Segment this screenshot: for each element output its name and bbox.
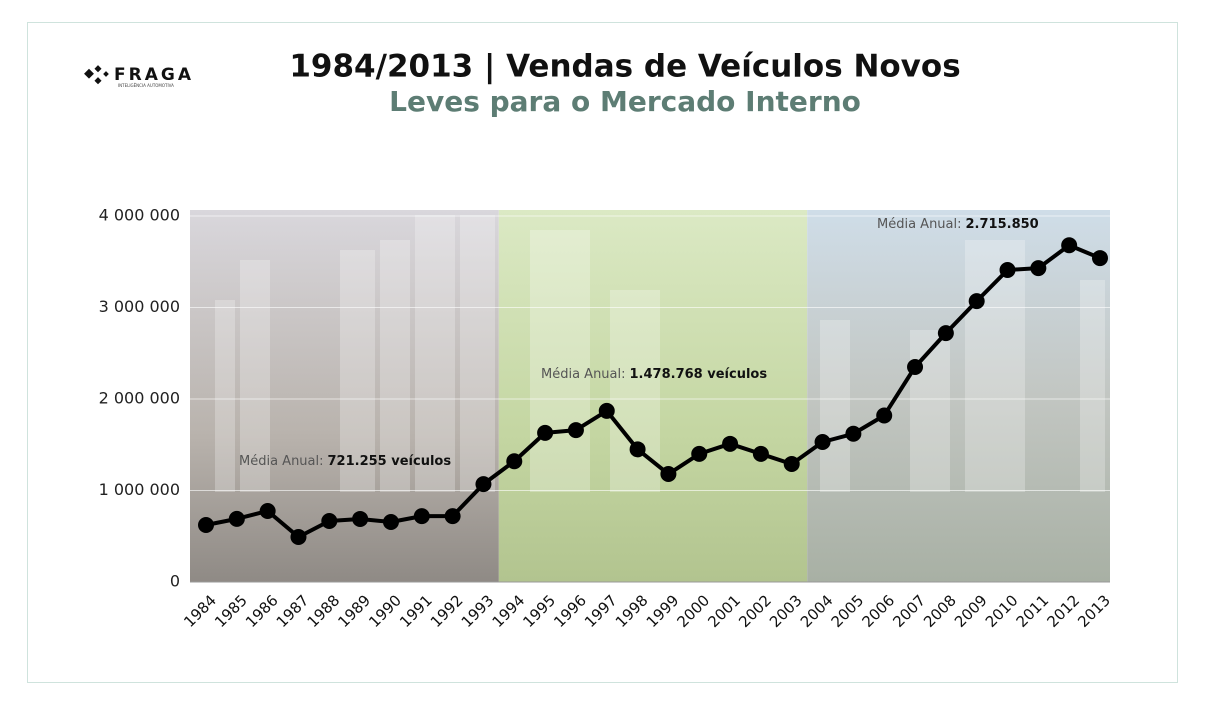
point	[722, 435, 739, 452]
point	[1030, 260, 1047, 277]
point	[968, 293, 985, 310]
point	[290, 528, 307, 545]
point	[506, 453, 523, 470]
point	[1061, 237, 1078, 254]
building	[820, 320, 850, 492]
point	[198, 516, 214, 533]
chart-subtitle: Leves para o Mercado Interno	[389, 85, 861, 118]
annotation-value: 721.255 veículos	[328, 454, 452, 469]
point	[352, 510, 369, 527]
point	[444, 508, 461, 525]
point	[598, 402, 615, 419]
point	[783, 455, 800, 472]
building	[910, 330, 950, 492]
annotation-value: 2.715.850	[966, 217, 1039, 232]
point	[937, 325, 954, 342]
building	[415, 215, 455, 492]
point	[259, 502, 276, 519]
annotation-label: Média Anual:	[541, 367, 626, 382]
photo-band	[807, 210, 1110, 582]
building	[215, 300, 235, 492]
annotation: Média Anual: 1.478.768 veículos	[541, 367, 767, 382]
logo-name: FRAGA	[114, 65, 194, 85]
building	[460, 215, 495, 492]
y-tick-label: 0	[170, 572, 180, 591]
chart-title: 1984/2013 | Vendas de Veículos Novos	[289, 49, 960, 85]
point	[876, 407, 893, 424]
annotation-value: 1.478.768 veículos	[630, 367, 768, 382]
building	[340, 250, 375, 492]
annotation-label: Média Anual:	[877, 217, 962, 232]
point	[537, 424, 554, 441]
y-tick-label: 1 000 000	[99, 480, 180, 499]
point	[907, 358, 924, 375]
point	[814, 434, 831, 451]
point	[660, 466, 677, 483]
point	[413, 508, 430, 525]
point	[567, 422, 584, 439]
building	[240, 260, 270, 492]
point	[1092, 250, 1108, 267]
point	[228, 510, 245, 527]
point	[752, 445, 769, 462]
y-tick-label: 2 000 000	[99, 389, 180, 408]
annotation: Média Anual: 2.715.850	[877, 217, 1039, 232]
y-tick-label: 3 000 000	[99, 297, 180, 316]
building	[965, 240, 1025, 492]
point	[845, 425, 862, 442]
building	[1080, 280, 1105, 492]
annotation-label: Média Anual:	[239, 454, 324, 469]
point	[629, 441, 646, 458]
logo-tagline: INTELIGÊNCIA AUTOMOTIVA	[118, 83, 174, 88]
building	[380, 240, 410, 492]
building	[530, 230, 590, 492]
point	[999, 261, 1016, 278]
point	[321, 512, 338, 529]
y-tick-label: 4 000 000	[99, 206, 180, 225]
annotation: Média Anual: 721.255 veículos	[239, 454, 451, 469]
photo-band	[498, 210, 808, 582]
point	[691, 445, 708, 462]
point	[382, 513, 399, 530]
point	[475, 476, 492, 493]
